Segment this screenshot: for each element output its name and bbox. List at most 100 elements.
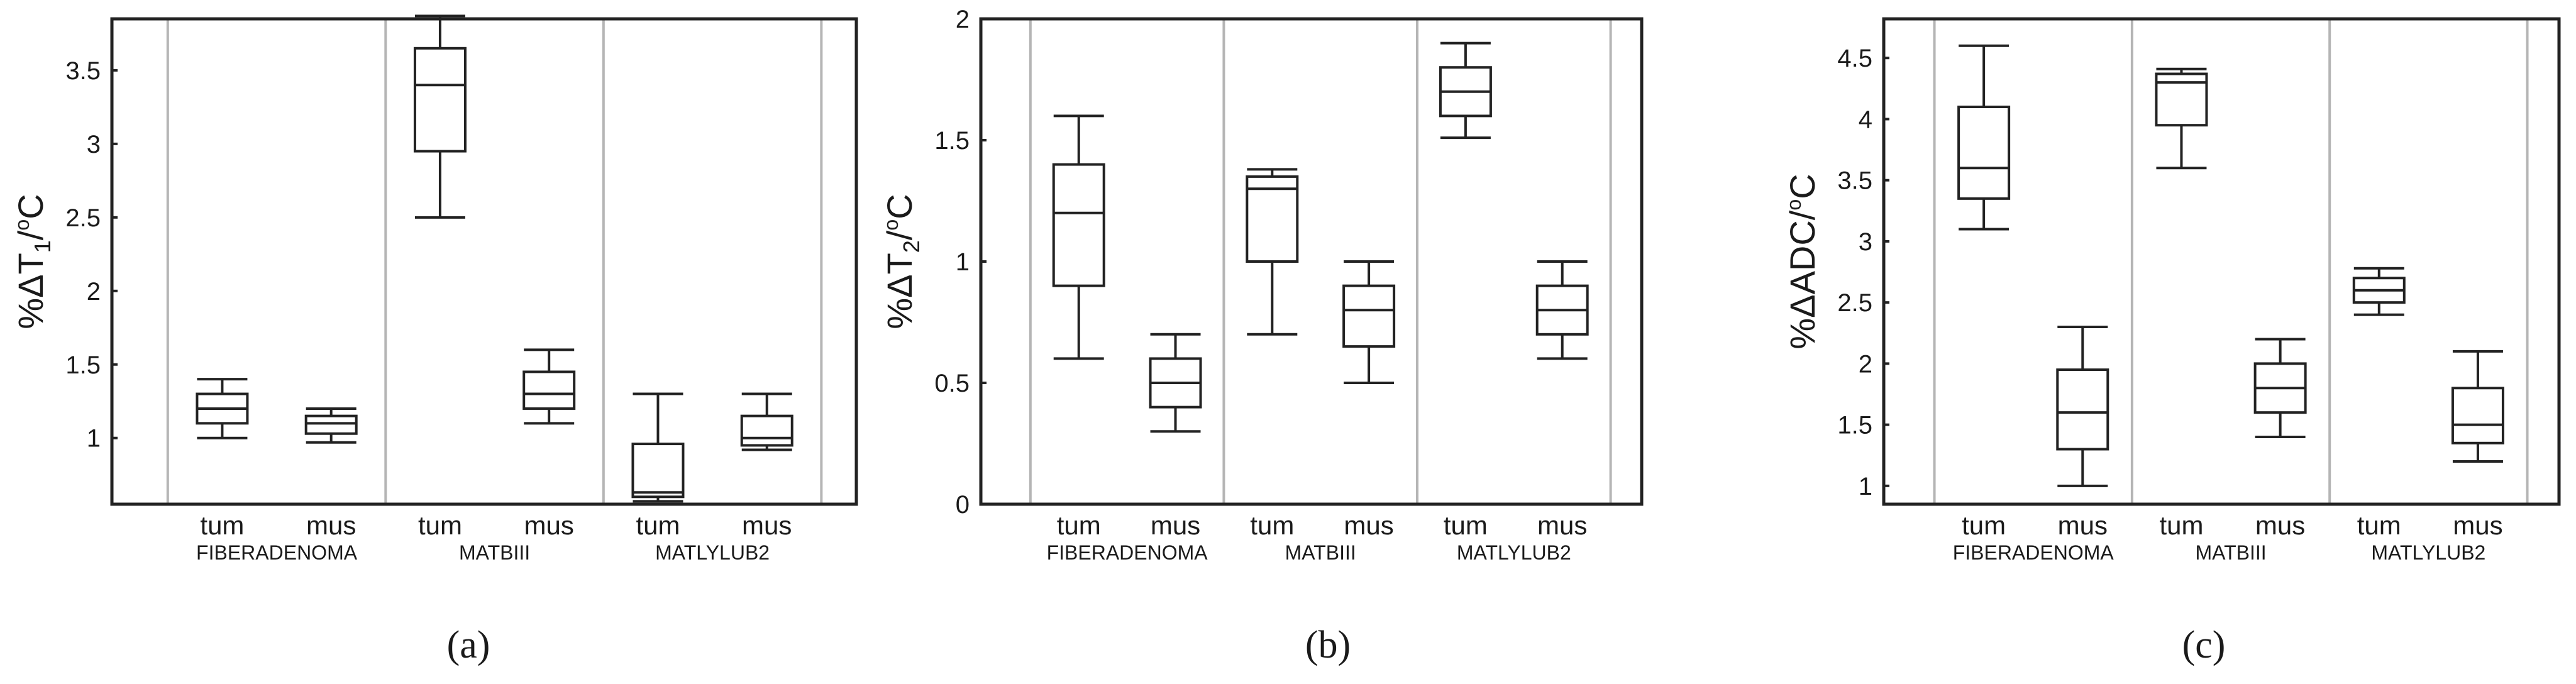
y-axis-title-slash: / xyxy=(1783,210,1822,220)
y-axis-title-unit: C xyxy=(11,194,50,219)
group-label: MATBIII xyxy=(459,541,530,564)
x-tick-label: mus xyxy=(1151,510,1200,540)
box-matbiii-mus xyxy=(2253,338,2307,439)
y-tick-label: 1.5 xyxy=(1837,412,1872,439)
box-matlylub2-mus xyxy=(740,392,793,451)
box-fiberadenoma-mus xyxy=(1149,333,1202,433)
y-axis-title-main: %ΔT xyxy=(880,253,919,329)
y-tick-label: 4 xyxy=(1859,106,1872,133)
x-tick-label: tum xyxy=(1444,510,1488,540)
x-tick-label: tum xyxy=(200,510,244,540)
y-axis-title-superscript: o xyxy=(1783,199,1805,211)
box-matbiii-mus xyxy=(1342,260,1396,384)
plot-frame xyxy=(1882,17,2561,506)
x-tick-label: mus xyxy=(1537,510,1587,540)
box-fiberadenoma-tum xyxy=(1052,114,1105,360)
y-tick-label: 3 xyxy=(1859,228,1872,256)
x-tick-label: mus xyxy=(306,510,356,540)
y-tick-label: 2.5 xyxy=(1837,289,1872,317)
x-tick-label: tum xyxy=(1250,510,1294,540)
y-axis-title-slash: / xyxy=(11,230,50,240)
x-tick-label: mus xyxy=(2058,510,2108,540)
group-label: FIBERADENOMA xyxy=(1953,541,2114,564)
interquartile-box xyxy=(2451,387,2504,444)
y-tick-label: 0 xyxy=(956,491,970,519)
y-tick-label: 1 xyxy=(956,248,970,276)
x-tick-label: mus xyxy=(1344,510,1393,540)
y-axis-title-unit: C xyxy=(1783,174,1822,199)
interquartile-box xyxy=(1342,284,1396,348)
y-tick-label: 3.5 xyxy=(65,57,101,85)
group-label: MATBIII xyxy=(2195,541,2266,564)
y-axis-title-main: %ΔADC xyxy=(1783,220,1822,349)
group-label: MATLYLUB2 xyxy=(655,541,770,564)
x-tick-label: tum xyxy=(636,510,680,540)
interquartile-box xyxy=(413,47,467,153)
group-label: MATLYLUB2 xyxy=(1457,541,1571,564)
panel-caption: (b) xyxy=(1305,624,1351,666)
box-matlylub2-tum xyxy=(631,392,685,503)
panel-caption: (a) xyxy=(447,624,490,666)
box-matlylub2-tum xyxy=(2352,267,2406,316)
interquartile-box xyxy=(1957,106,2011,200)
y-tick-label: 4.5 xyxy=(1837,45,1872,72)
y-tick-label: 0.5 xyxy=(934,370,970,397)
y-axis-title-unit: C xyxy=(880,194,919,219)
y-axis-title-subscript: 1 xyxy=(30,240,55,253)
y-tick-label: 2 xyxy=(956,6,970,33)
y-axis-title: %ΔADC/oC xyxy=(1783,174,1822,349)
x-tick-label: mus xyxy=(2255,510,2305,540)
interquartile-box xyxy=(631,443,685,499)
y-tick-label: 1.5 xyxy=(934,127,970,155)
box-matlylub2-mus xyxy=(1535,260,1589,360)
x-tick-label: tum xyxy=(2159,510,2203,540)
interquartile-box xyxy=(2155,72,2208,127)
group-label: MATBIII xyxy=(1285,541,1356,564)
group-label: FIBERADENOMA xyxy=(1047,541,1208,564)
group-label: MATLYLUB2 xyxy=(2371,541,2485,564)
interquartile-box xyxy=(1246,175,1299,263)
box-matbiii-tum xyxy=(1246,168,1299,336)
interquartile-box xyxy=(1052,163,1105,287)
y-tick-label: 3 xyxy=(87,131,101,158)
box-matlylub2-mus xyxy=(2451,350,2504,463)
y-axis-title-superscript: o xyxy=(880,219,902,231)
x-tick-label: mus xyxy=(524,510,574,540)
y-tick-label: 1 xyxy=(1859,473,1872,500)
y-axis-title-main: %ΔT xyxy=(11,253,50,329)
x-tick-label: mus xyxy=(2453,510,2502,540)
x-tick-label: mus xyxy=(742,510,792,540)
y-axis-title-superscript: o xyxy=(11,219,33,231)
box-fiberadenoma-tum xyxy=(1957,44,2011,231)
y-tick-label: 1 xyxy=(87,425,101,453)
box-matbiii-tum xyxy=(413,14,467,219)
x-tick-label: tum xyxy=(2357,510,2401,540)
y-tick-label: 2 xyxy=(1859,350,1872,378)
box-matbiii-mus xyxy=(522,348,576,425)
box-fiberadenoma-mus xyxy=(304,407,358,444)
x-tick-label: tum xyxy=(418,510,462,540)
y-axis-title: %ΔT1/oC xyxy=(11,194,55,329)
y-tick-label: 2.5 xyxy=(65,204,101,232)
interquartile-box xyxy=(522,370,576,410)
box-matlylub2-tum xyxy=(1439,41,1492,140)
group-label: FIBERADENOMA xyxy=(196,541,358,564)
y-tick-label: 3.5 xyxy=(1837,167,1872,195)
y-axis-title-slash: / xyxy=(880,230,919,240)
box-fiberadenoma-mus xyxy=(2056,326,2109,487)
y-tick-label: 2 xyxy=(87,278,101,306)
plot-frame xyxy=(110,17,858,506)
box-fiberadenoma-tum xyxy=(196,378,249,439)
interquartile-box xyxy=(2056,368,2109,451)
interquartile-box xyxy=(304,414,358,435)
panel-caption: (c) xyxy=(2182,624,2226,666)
x-tick-label: tum xyxy=(1962,510,2006,540)
y-axis-title-subscript: 2 xyxy=(898,240,924,253)
box-matbiii-tum xyxy=(2155,67,2208,170)
x-tick-label: tum xyxy=(1057,510,1101,540)
y-tick-label: 1.5 xyxy=(65,351,101,379)
